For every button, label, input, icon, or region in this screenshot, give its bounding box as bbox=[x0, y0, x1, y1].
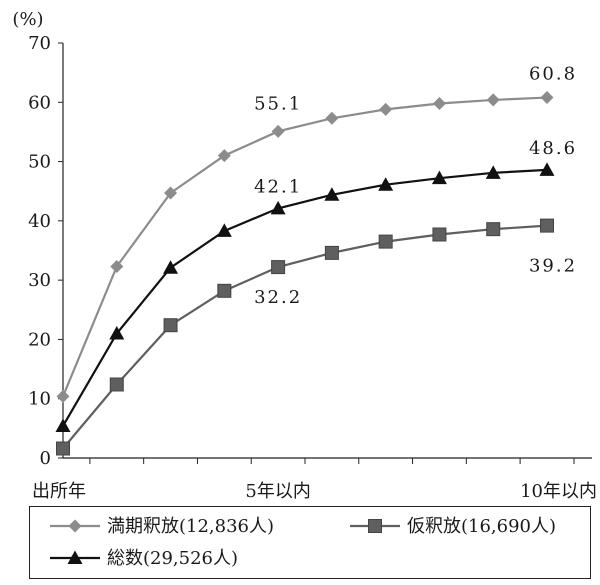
data-point bbox=[485, 165, 501, 179]
y-tick-label: 70 bbox=[28, 33, 51, 54]
data-point bbox=[217, 149, 231, 163]
data-point bbox=[109, 326, 125, 340]
data-label: 60.8 bbox=[529, 64, 577, 85]
legend-item: 総数(29,526人) bbox=[50, 548, 238, 569]
data-point bbox=[56, 441, 70, 456]
data-labels: 55.1 60.8 42.1 48.6 32.2 39.2 bbox=[254, 64, 577, 309]
data-point bbox=[539, 162, 555, 176]
y-tick-label: 20 bbox=[28, 329, 51, 350]
series-triangle bbox=[55, 162, 555, 432]
data-point bbox=[540, 91, 554, 105]
data-point bbox=[378, 234, 393, 249]
legend-label: 仮釈放(16,690人) bbox=[407, 516, 556, 537]
y-tick-label: 30 bbox=[28, 270, 51, 291]
x-tick-label: 出所年 bbox=[32, 481, 86, 502]
data-point bbox=[378, 177, 394, 191]
series-diamond bbox=[56, 91, 554, 403]
data-point bbox=[379, 102, 393, 116]
y-unit-label: (%) bbox=[12, 9, 43, 30]
y-tick-label: 50 bbox=[28, 152, 51, 173]
data-point bbox=[486, 93, 500, 107]
series-line bbox=[62, 168, 548, 427]
data-label: 39.2 bbox=[529, 256, 577, 277]
data-point bbox=[110, 260, 124, 274]
data-point bbox=[324, 245, 339, 260]
legend-item: 満期釈放(12,836人) bbox=[50, 516, 274, 537]
data-point bbox=[164, 186, 178, 200]
series-square bbox=[56, 218, 554, 456]
data-point bbox=[56, 389, 70, 403]
data-point bbox=[67, 550, 83, 564]
data-point bbox=[55, 418, 71, 432]
y-tick-label: 0 bbox=[40, 448, 51, 469]
data-point bbox=[216, 223, 232, 237]
data-point bbox=[163, 260, 179, 274]
data-point bbox=[163, 318, 178, 333]
data-label: 55.1 bbox=[254, 93, 302, 114]
legend-item: 仮釈放(16,690人) bbox=[350, 516, 556, 537]
series-line bbox=[61, 96, 548, 397]
x-tick-label: 10年以内 bbox=[520, 481, 597, 502]
data-label: 32.2 bbox=[254, 287, 302, 308]
data-point bbox=[324, 187, 340, 201]
legend-label: 総数(29,526人) bbox=[107, 548, 238, 569]
data-point bbox=[68, 519, 82, 533]
data-point bbox=[368, 519, 382, 533]
series-layer bbox=[55, 91, 555, 456]
data-point bbox=[432, 96, 446, 110]
y-tick-label: 10 bbox=[28, 389, 51, 410]
data-point bbox=[486, 222, 501, 237]
data-label: 42.1 bbox=[254, 176, 302, 197]
legend-label: 満期釈放(12,836人) bbox=[107, 516, 274, 537]
x-tick-label: 5年以内 bbox=[245, 481, 310, 502]
axes: 0 10 20 30 40 50 60 70 (%) 出所年 5年以内 10年以内 bbox=[12, 9, 597, 502]
y-tick-label: 60 bbox=[28, 92, 51, 113]
series-line bbox=[62, 224, 548, 450]
y-tick-label: 40 bbox=[28, 211, 51, 232]
legend: 満期釈放(12,836人) 仮釈放(16,690人) 総数(29,526人) bbox=[29, 506, 591, 579]
data-point bbox=[431, 170, 447, 185]
data-label: 48.6 bbox=[529, 138, 577, 159]
data-point bbox=[271, 260, 286, 275]
data-point bbox=[540, 218, 554, 233]
data-point bbox=[325, 111, 339, 125]
data-point bbox=[109, 377, 124, 392]
data-point bbox=[271, 124, 285, 138]
data-point bbox=[217, 283, 232, 298]
data-point bbox=[432, 227, 447, 242]
data-point bbox=[270, 200, 286, 215]
